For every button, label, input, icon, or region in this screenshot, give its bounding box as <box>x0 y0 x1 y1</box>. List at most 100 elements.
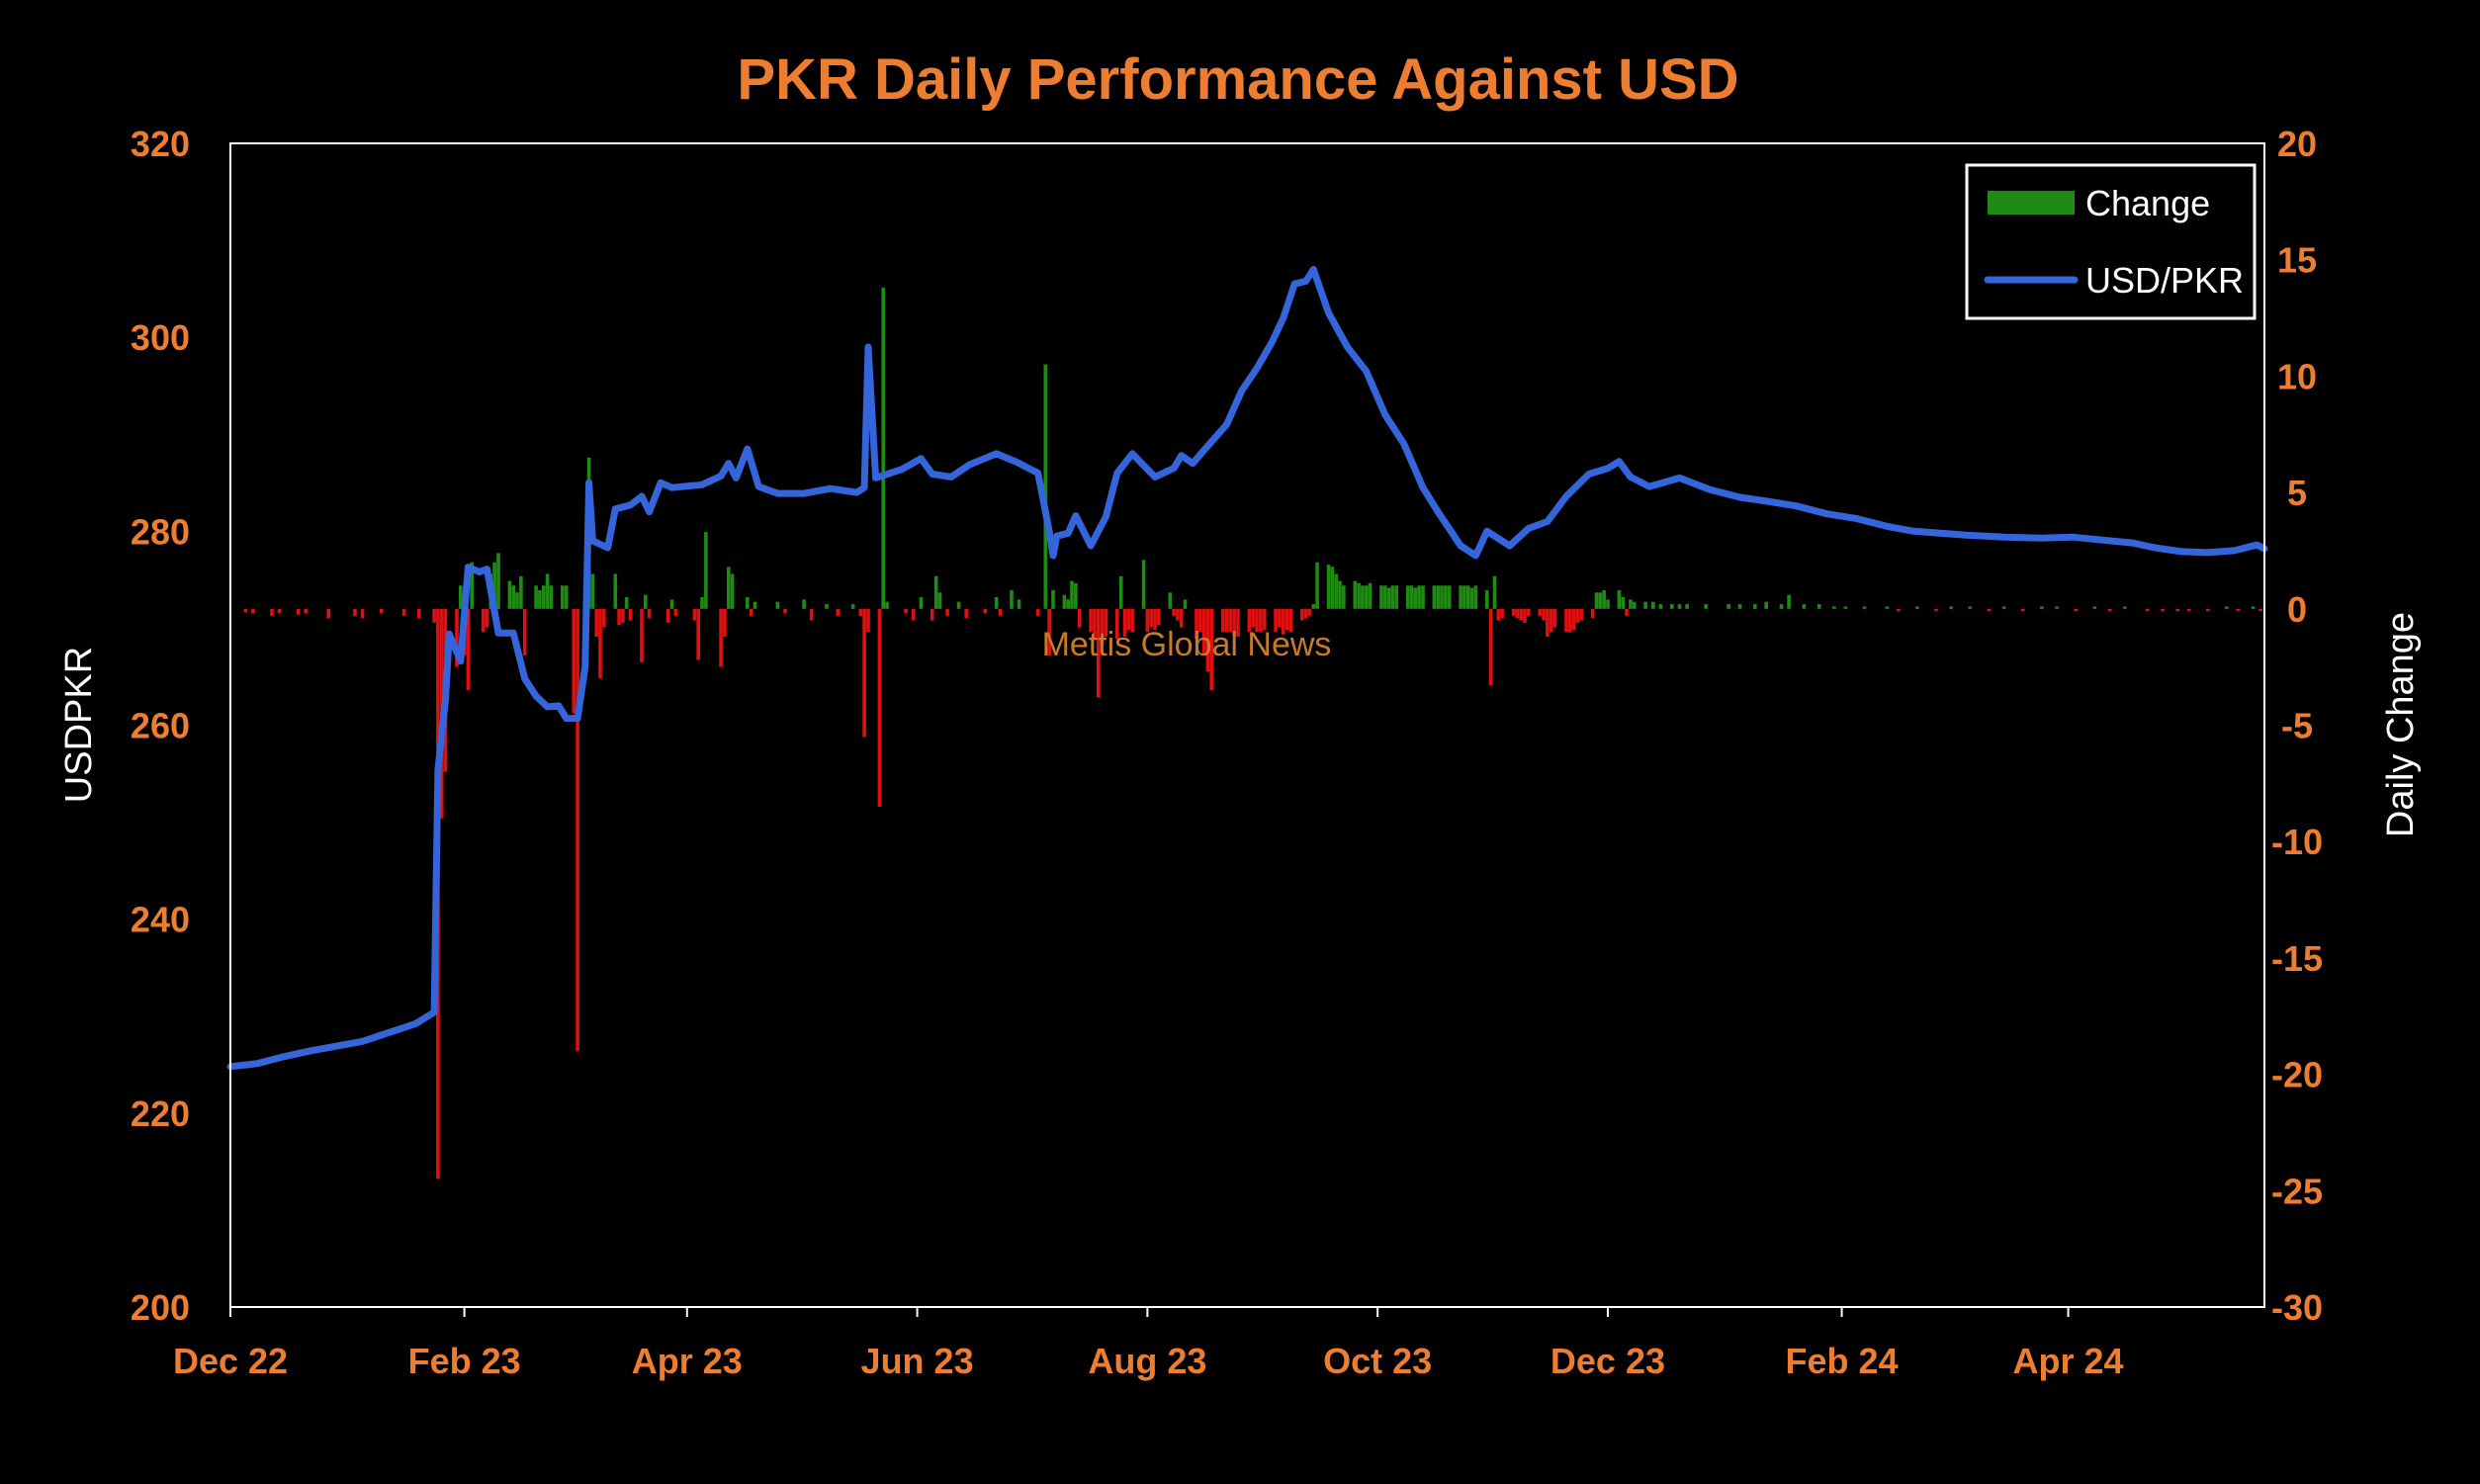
y2-tick-label: 5 <box>2287 473 2307 513</box>
change-bar <box>1168 592 1173 609</box>
change-bar <box>1968 606 1973 609</box>
change-bar <box>937 592 942 609</box>
change-bar <box>1051 590 1055 609</box>
change-bar <box>353 608 357 616</box>
change-bar <box>485 608 489 628</box>
change-bar <box>1394 585 1398 609</box>
change-bar <box>1176 608 1180 621</box>
change-bar <box>1220 608 1225 633</box>
change-bar <box>1787 594 1791 609</box>
change-bar <box>459 585 463 609</box>
change-bar <box>1368 582 1373 609</box>
x-tick-label: Apr 23 <box>632 1341 743 1381</box>
change-bar <box>617 608 621 626</box>
change-bar <box>2225 606 2229 609</box>
change-bar <box>1436 585 1440 609</box>
change-bar <box>1575 608 1580 623</box>
change-bar <box>1594 592 1599 609</box>
change-bar <box>696 608 700 660</box>
change-bar <box>1459 585 1462 609</box>
change-bar <box>825 604 829 609</box>
change-bar <box>1126 608 1131 630</box>
change-bar <box>809 608 814 621</box>
change-bar <box>727 567 731 609</box>
change-bar <box>1172 608 1176 616</box>
change-bar <box>379 608 384 614</box>
change-bar <box>1066 599 1070 609</box>
change-bar <box>877 608 882 807</box>
change-bar <box>1405 585 1410 609</box>
y-tick-label: 300 <box>131 317 190 358</box>
change-bar <box>549 585 554 609</box>
change-bar <box>1379 585 1383 609</box>
watermark: Mettis Global News <box>1042 626 1332 663</box>
change-bar <box>1247 608 1252 633</box>
change-bar <box>919 597 924 609</box>
change-bar <box>1629 599 1633 609</box>
change-bar <box>1122 608 1127 637</box>
change-bar <box>522 608 527 655</box>
change-bar <box>270 608 274 616</box>
change-bar <box>885 601 889 609</box>
change-bar <box>802 599 806 609</box>
right-axis-ticks: -30 -25 -20 -15 -10 -5 0 5 10 15 20 <box>2271 124 2323 1328</box>
change-bar <box>1390 585 1395 609</box>
change-bar <box>1527 608 1531 616</box>
change-bar <box>602 608 606 628</box>
change-bar <box>1685 604 1689 609</box>
change-bar <box>1334 573 1338 609</box>
change-bar <box>1307 608 1312 616</box>
change-bar <box>1753 604 1757 609</box>
change-bar <box>1413 587 1418 609</box>
y-tick-label: 260 <box>131 706 190 746</box>
change-bar <box>1934 608 1938 612</box>
change-bar <box>1421 585 1425 609</box>
change-bar <box>1043 364 1048 609</box>
change-bar <box>956 601 961 609</box>
change-bar <box>1035 608 1040 616</box>
change-bar <box>933 575 938 609</box>
change-bar <box>640 608 644 662</box>
change-bar <box>1602 590 1606 609</box>
change-bar <box>775 601 780 609</box>
change-bar <box>1658 604 1663 609</box>
x-tick-label: Oct 23 <box>1323 1341 1432 1381</box>
change-bar <box>2040 606 2044 609</box>
change-bar <box>304 608 309 614</box>
change-bar <box>665 608 670 623</box>
change-bar <box>545 573 550 609</box>
y2-tick-label: -30 <box>2271 1287 2323 1328</box>
change-bar <box>1364 585 1369 609</box>
change-bar <box>1262 608 1267 630</box>
change-bar <box>1802 604 1807 609</box>
change-bar <box>481 608 486 633</box>
chart-title: PKR Daily Performance Against USD <box>737 47 1738 112</box>
change-bar <box>1097 608 1101 698</box>
y2-tick-label: 10 <box>2277 356 2317 396</box>
change-bar <box>2107 608 2112 612</box>
change-bar <box>753 601 757 609</box>
change-bar <box>1338 580 1342 609</box>
legend-box <box>1965 163 2257 320</box>
usdpkr-line <box>226 266 2268 1071</box>
change-bar <box>1070 580 1074 609</box>
change-bar <box>515 592 519 609</box>
plot-area-frame <box>229 142 2265 1308</box>
change-bar <box>1444 585 1448 609</box>
y-tick-label: 200 <box>131 1287 190 1328</box>
change-bar <box>1259 608 1263 633</box>
change-bar <box>1843 606 1848 609</box>
change-bar <box>1353 580 1358 609</box>
change-bar <box>1511 608 1516 616</box>
change-bar <box>858 608 863 616</box>
change-bar <box>930 608 934 621</box>
change-bar <box>326 608 330 619</box>
change-bar <box>1473 585 1478 609</box>
change-bar <box>1300 608 1304 621</box>
change-bar <box>730 573 735 609</box>
change-bar <box>2092 606 2097 609</box>
change-bar <box>561 585 565 609</box>
x-tick-label: Dec 23 <box>1550 1341 1665 1381</box>
change-bar <box>2074 608 2078 612</box>
